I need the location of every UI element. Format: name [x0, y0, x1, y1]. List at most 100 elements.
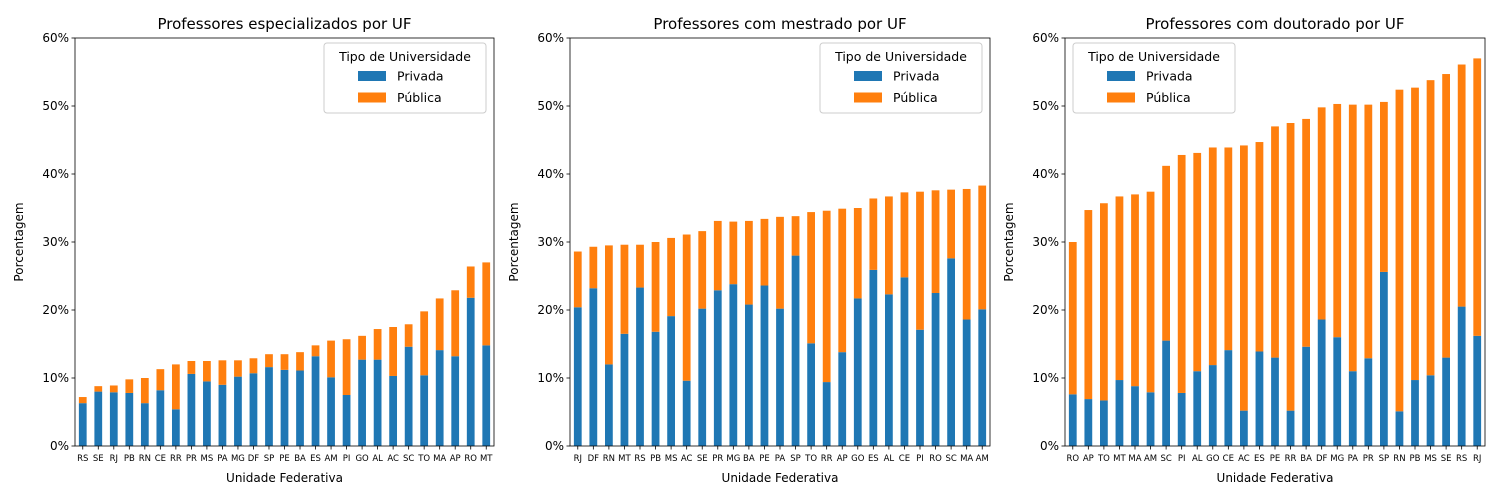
bar-privada-pi [1177, 392, 1186, 446]
x-tick-label: CE [155, 454, 166, 464]
legend-swatch-privada [854, 71, 882, 81]
x-tick-label: PI [343, 454, 351, 464]
x-tick-label: SC [1160, 454, 1171, 464]
bar-privada-es [869, 269, 878, 446]
bar-privada-go [853, 298, 862, 446]
bar-publica-ac [389, 327, 398, 376]
bar-privada-se [94, 391, 103, 446]
bar-privada-go [1208, 365, 1217, 446]
y-tick-label: 60% [1032, 31, 1059, 45]
bar-publica-pb [1411, 87, 1419, 381]
bar-publica-ro [1068, 242, 1077, 395]
bar-privada-df [589, 288, 598, 446]
bar-privada-ma [962, 319, 971, 446]
bar-privada-go [358, 359, 366, 446]
x-tick-label: PR [1363, 454, 1374, 464]
x-tick-label: PE [759, 454, 770, 464]
bar-publica-pr [187, 361, 196, 374]
x-tick-label: PE [279, 454, 290, 464]
x-tick-label: RS [1456, 454, 1467, 464]
bar-publica-ms [203, 361, 211, 382]
x-tick-label: SE [697, 454, 708, 464]
bar-privada-rj [1473, 335, 1482, 446]
x-tick-label: DF [588, 454, 600, 464]
bar-privada-mt [1115, 380, 1124, 446]
x-tick-label: RO [929, 454, 942, 464]
bar-publica-pr [1364, 104, 1373, 359]
y-tick-label: 30% [42, 235, 69, 249]
bar-publica-al [885, 196, 893, 295]
bar-privada-rr [1286, 410, 1295, 446]
bar-privada-pe [280, 369, 289, 446]
bar-publica-se [698, 231, 707, 309]
bar-publica-rn [140, 378, 149, 404]
legend: Tipo de Universidade Privada Pública [1072, 42, 1236, 114]
bar-publica-am [327, 340, 335, 378]
y-tick-label: 20% [42, 303, 69, 317]
bar-publica-mt [482, 262, 491, 346]
x-tick-label: MT [618, 454, 631, 464]
bar-publica-ce [1224, 147, 1233, 351]
x-tick-label: AP [1083, 454, 1094, 464]
y-axis-label: Porcentagem [12, 202, 26, 281]
bar-privada-sc [947, 258, 955, 446]
bar-publica-sp [1380, 101, 1388, 272]
bar-publica-ce [156, 369, 165, 391]
x-tick-label: TO [804, 454, 817, 464]
x-tick-label: RS [634, 454, 645, 464]
bar-publica-ro [931, 190, 940, 293]
bar-publica-rj [109, 385, 118, 393]
x-tick-label: BA [743, 454, 755, 464]
y-axis-label: Porcentagem [507, 202, 521, 281]
bar-privada-ac [682, 380, 691, 446]
x-tick-label: DF [1316, 454, 1328, 464]
bar-publica-df [1317, 107, 1326, 320]
bar-publica-al [1193, 152, 1202, 372]
y-tick-label: 0% [545, 439, 564, 453]
bar-publica-ms [667, 237, 675, 317]
x-tick-label: MT [1113, 454, 1126, 464]
bar-publica-mt [1115, 196, 1124, 381]
bar-privada-rr [822, 382, 831, 446]
bar-publica-sp [265, 354, 273, 368]
chart-title: Professores especializados por UF [157, 15, 411, 33]
bar-privada-df [249, 373, 258, 446]
x-tick-label: SE [1441, 454, 1452, 464]
bar-privada-ce [900, 277, 909, 446]
bar-privada-pb [651, 331, 660, 446]
bar-privada-pi [916, 329, 924, 446]
y-tick-label: 40% [537, 167, 564, 181]
bar-publica-rn [605, 245, 613, 365]
bar-privada-sp [265, 367, 273, 446]
x-tick-label: SC [945, 454, 956, 464]
legend-label-publica: Pública [397, 90, 442, 105]
x-tick-label: AP [837, 454, 848, 464]
bar-publica-rs [636, 244, 644, 288]
x-tick-label: DF [248, 454, 260, 464]
x-tick-label: MT [480, 454, 493, 464]
bar-publica-sc [947, 189, 955, 259]
x-axis-label: Unidade Federativa [722, 471, 839, 485]
x-tick-label: MG [231, 454, 245, 464]
y-tick-label: 10% [1032, 371, 1059, 385]
bar-privada-al [885, 294, 893, 446]
bar-privada-sp [791, 255, 800, 446]
x-tick-label: MG [1330, 454, 1344, 464]
bar-privada-sp [1380, 271, 1388, 446]
bar-publica-pe [760, 218, 769, 286]
bar-privada-ro [466, 297, 475, 446]
x-tick-label: GO [355, 454, 369, 464]
x-tick-label: RR [821, 454, 833, 464]
bar-publica-df [589, 246, 598, 289]
bar-privada-ap [838, 352, 847, 446]
x-tick-label: PI [916, 454, 924, 464]
x-tick-label: MS [665, 454, 678, 464]
bar-publica-mg [234, 360, 242, 377]
bar-privada-pa [776, 308, 784, 446]
legend-title: Tipo de Universidade [1087, 49, 1220, 64]
bar-privada-rr [171, 409, 180, 446]
bar-privada-to [1100, 400, 1108, 446]
bar-privada-pa [1348, 371, 1357, 446]
bar-privada-am [1146, 392, 1155, 446]
bar-privada-pe [760, 285, 769, 446]
